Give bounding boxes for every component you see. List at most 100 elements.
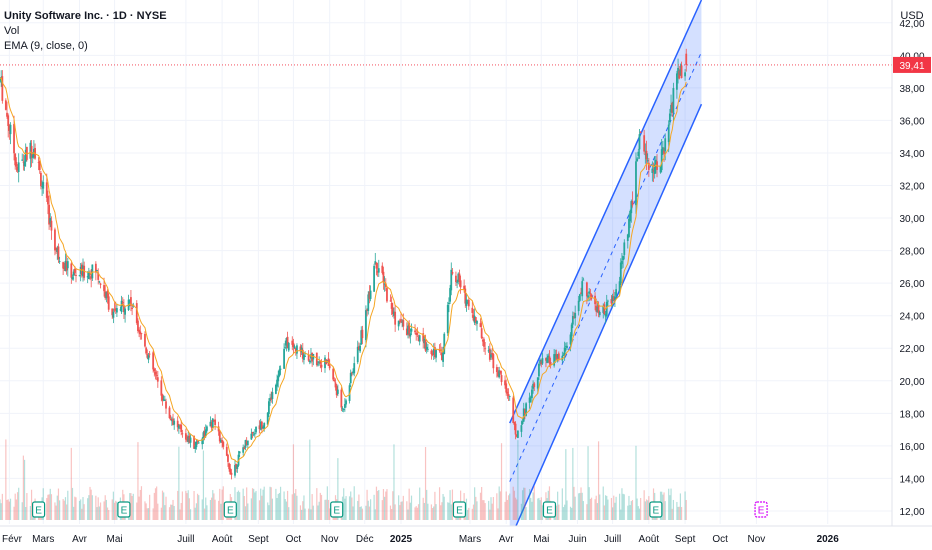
volume-bar (524, 487, 526, 520)
candle (170, 416, 173, 426)
candle (228, 462, 231, 472)
volume-bar (447, 502, 449, 520)
candle (415, 329, 418, 341)
volume-bar (213, 493, 215, 520)
time-tick-label: Nov (321, 534, 339, 545)
candle (62, 261, 65, 276)
volume-bar (664, 501, 666, 520)
candle-body (91, 264, 94, 279)
volume-bar (132, 493, 134, 520)
candle-body (670, 104, 672, 113)
candle (292, 338, 295, 354)
candle-body (605, 301, 608, 316)
candle-body (571, 316, 574, 325)
symbol-title[interactable]: Unity Software Inc. · 1D · NYSE (4, 10, 167, 22)
volume-bar (613, 495, 615, 520)
volume-bar (471, 508, 473, 520)
candle (229, 463, 232, 475)
candle-body (418, 335, 421, 342)
volume-bar (194, 507, 196, 520)
candle-body (165, 401, 167, 409)
candle (9, 122, 12, 145)
candle-body (75, 275, 77, 276)
candle (334, 378, 337, 391)
candle (668, 108, 671, 126)
candle (433, 342, 436, 360)
volume-bar (580, 487, 582, 520)
candle-body (645, 150, 648, 160)
candle-body (512, 397, 515, 424)
candle (457, 272, 460, 285)
volume-bar (48, 494, 50, 520)
ema-indicator-label[interactable]: EMA (9, close, 0) (4, 40, 88, 52)
candle-body (303, 354, 305, 360)
candle-body (653, 164, 656, 174)
candle (209, 416, 212, 427)
candle-body (637, 151, 640, 157)
candle (66, 257, 69, 277)
volume-bar (442, 494, 444, 520)
candle (361, 325, 364, 345)
candle-body (82, 265, 84, 277)
candle-body (79, 266, 82, 274)
candle-body (612, 296, 615, 301)
candle (138, 327, 141, 338)
candle-body (455, 275, 457, 283)
candle-body (1, 76, 4, 101)
candle-body (227, 454, 229, 462)
candle-body (56, 248, 59, 252)
candle (541, 352, 544, 366)
volume-bar (415, 506, 417, 520)
candle-body (521, 421, 524, 425)
candle (47, 190, 49, 215)
candle (214, 414, 217, 430)
candle (611, 293, 614, 308)
volume-bar (239, 492, 241, 520)
candle-body (98, 281, 101, 283)
volume-bar (441, 502, 443, 520)
volume-bar (611, 507, 614, 520)
candle (97, 268, 100, 285)
volume-bar (161, 490, 164, 520)
candle-body (386, 288, 388, 302)
candle (635, 152, 637, 214)
volume-bar (483, 500, 485, 520)
volume-indicator-label[interactable]: Vol (4, 25, 20, 37)
candle-body (480, 328, 483, 338)
volume-bar (212, 490, 214, 520)
candle (220, 438, 222, 443)
candle-body (677, 67, 679, 75)
candle (375, 262, 378, 276)
candle (476, 320, 478, 331)
candle (646, 153, 649, 163)
volume-bar (286, 490, 289, 520)
candle-body (360, 330, 363, 345)
volume-bar (64, 497, 67, 520)
candle (328, 359, 331, 371)
volume-bar (303, 495, 305, 520)
candle-body (213, 420, 215, 422)
volume-bar (278, 492, 281, 520)
candle (333, 377, 336, 383)
candle (414, 324, 416, 335)
volume-bar (16, 492, 19, 520)
volume-bar (448, 502, 450, 520)
candle (628, 213, 630, 238)
volume-bar (30, 489, 33, 520)
volume-bar (520, 503, 523, 520)
candle-body (438, 350, 441, 351)
volume-bar (628, 495, 630, 520)
volume-bar (638, 508, 641, 520)
candle-body (63, 266, 66, 269)
candle-body (595, 305, 598, 312)
volume-bars (0, 439, 687, 520)
candle (79, 262, 82, 282)
candle (49, 213, 52, 228)
candle (37, 157, 40, 171)
candle-body (685, 53, 688, 65)
candle-body (62, 262, 65, 269)
candle-body (283, 348, 285, 369)
volume-bar (222, 486, 224, 520)
volume-bar (525, 507, 527, 520)
